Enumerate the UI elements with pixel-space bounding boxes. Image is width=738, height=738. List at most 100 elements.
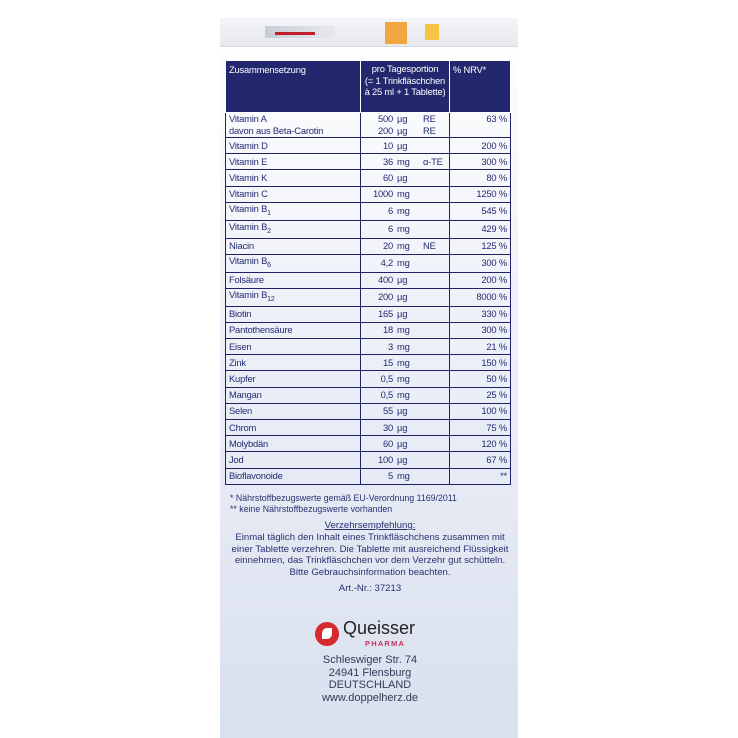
nrv-cell: 63 %: [449, 112, 511, 138]
nutrient-cell: Biotin: [225, 305, 361, 323]
nrv-cell: 25 %: [449, 386, 511, 404]
unit: mg: [397, 240, 410, 252]
nutrient-subscript: 12: [267, 295, 275, 303]
table-row: Niacin 20 mg NE 125 %: [225, 237, 511, 255]
unit-extra: α-TE: [423, 155, 443, 167]
nutrient-cell: Bioflavonoide: [225, 467, 361, 485]
amount-cell: 36 mg α-TE: [360, 153, 450, 171]
address-line: 24941 Flensburg: [328, 666, 412, 679]
brand-name: Queisser: [343, 618, 416, 638]
nrv-cell: 8000 %: [449, 287, 511, 307]
table-row: Pantothensäure 18 mg 300 %: [225, 321, 511, 340]
unit: µg: [397, 453, 408, 465]
nutrient-cell: Mangan: [225, 386, 361, 404]
unit: µg: [397, 421, 408, 433]
nrv-cell: 120 %: [449, 435, 511, 453]
amount-cell: 165 µg: [360, 305, 450, 323]
nutrient-cell: Eisen: [225, 337, 361, 356]
nrv-cell: 150 %: [449, 354, 511, 372]
nutrient-cell: Vitamin K: [225, 169, 361, 187]
unit: µg: [397, 113, 408, 124]
amount-cell: 6 mg: [360, 219, 450, 239]
amount: 18: [382, 324, 393, 336]
unit-extra: RE: [423, 113, 436, 124]
unit: µg: [397, 125, 408, 136]
header-daily-portion: pro Tagesportion (= 1 Trinkfläschchen à …: [360, 60, 450, 113]
flap-print-decoration: [425, 24, 439, 40]
table-row: Zink 15 mg 150 %: [225, 354, 511, 372]
amount: 0,5: [380, 389, 394, 401]
amount-cell: 4,2 mg: [360, 253, 450, 273]
unit: µg: [397, 274, 408, 286]
table-row: Selen 55 µg 100 %: [225, 402, 511, 420]
table-row: Vitamin B12 200 µg 8000 %: [225, 287, 511, 307]
unit: µg: [397, 171, 408, 183]
nutrient-name: Biotin: [229, 308, 252, 320]
nutrient-name: Molybdän: [229, 437, 269, 449]
amount: 0,5: [380, 372, 394, 384]
recommendation-text: Einmal täglich den Inhalt eines Trinkflä…: [231, 531, 509, 579]
unit: mg: [397, 372, 410, 384]
amount: 1000: [372, 188, 393, 200]
nrv-cell: 1250 %: [449, 185, 511, 203]
header-line: à 25 ml + 1 Tablette): [364, 86, 446, 97]
nutrient-cell: Vitamin B1: [225, 201, 361, 221]
amount-cell: 0,5 mg: [360, 370, 450, 388]
nutrient-name: Vitamin B: [229, 288, 268, 300]
amount: 6: [387, 205, 393, 217]
queisser-logo: Queisser PHARMA: [315, 618, 435, 650]
nrv-cell: 67 %: [449, 451, 511, 469]
amount: 60: [382, 437, 393, 449]
header-composition: Zusammensetzung: [225, 60, 361, 113]
unit: mg: [397, 324, 410, 336]
unit: mg: [397, 223, 410, 235]
amount-cell: 0,5 mg: [360, 386, 450, 404]
address: Schleswiger Str. 74 24941 Flensburg DEUT…: [260, 654, 480, 704]
nutrient-name: Vitamin K: [229, 171, 268, 183]
table-header-row: Zusammensetzung pro Tagesportion (= 1 Tr…: [225, 60, 511, 113]
nrv-cell: 75 %: [449, 418, 511, 437]
amount: 15: [382, 356, 393, 368]
nutrient-cell: Niacin: [225, 237, 361, 255]
unit: µg: [397, 308, 408, 320]
unit: µg: [397, 405, 408, 417]
nutrient-cell: Selen: [225, 402, 361, 420]
recommendation-heading: Verzehrsempfehlung:: [324, 520, 416, 531]
unit: mg: [397, 340, 410, 352]
nutrient-cell: Folsäure: [225, 271, 361, 289]
amount-cell: 500 µg RE 200 µg RE: [360, 112, 450, 138]
nutrient-name: Eisen: [229, 340, 252, 352]
amount: 6: [387, 223, 393, 235]
amount-cell: 10 µg: [360, 136, 450, 155]
package-side-panel: Zusammensetzung pro Tagesportion (= 1 Tr…: [220, 18, 518, 738]
table-row: Biotin 165 µg 330 %: [225, 305, 511, 323]
amount-cell: 1000 mg: [360, 185, 450, 203]
unit: µg: [397, 291, 408, 303]
nutrient-name: Vitamin E: [229, 155, 268, 167]
amount: 100: [377, 453, 393, 465]
website-link[interactable]: www.doppelherz.de: [321, 691, 418, 704]
table-row: Vitamin B6 4,2 mg 300 %: [225, 253, 511, 273]
nutrient-name: Mangan: [229, 389, 262, 401]
table-row: Vitamin B1 6 mg 545 %: [225, 201, 511, 221]
table-row: Chrom 30 µg 75 %: [225, 418, 511, 437]
nutrient-subscript: 2: [267, 227, 271, 235]
amount: 20: [382, 240, 393, 252]
amount-cell: 3 mg: [360, 337, 450, 356]
nrv-cell: 200 %: [449, 271, 511, 289]
package-top-flap: [220, 18, 518, 47]
nrv-cell: 21 %: [449, 337, 511, 356]
footnotes: * Nährstoffbezugswerte gemäß EU-Verordnu…: [230, 493, 515, 515]
nutrient-subscript: 1: [267, 209, 271, 217]
amount-cell: 18 mg: [360, 321, 450, 340]
nrv-cell: 300 %: [449, 153, 511, 171]
unit: mg: [397, 188, 410, 200]
article-number: Art.-Nr.: 37213: [338, 582, 402, 594]
nutrient-name: Vitamin B: [229, 202, 268, 214]
amount-cell: 20 mg NE: [360, 237, 450, 255]
nrv-cell: 545 %: [449, 201, 511, 221]
nrv-cell: 300 %: [449, 253, 511, 273]
nutrient-name: Chrom: [229, 421, 257, 433]
nutrient-cell: Vitamin D: [225, 136, 361, 155]
